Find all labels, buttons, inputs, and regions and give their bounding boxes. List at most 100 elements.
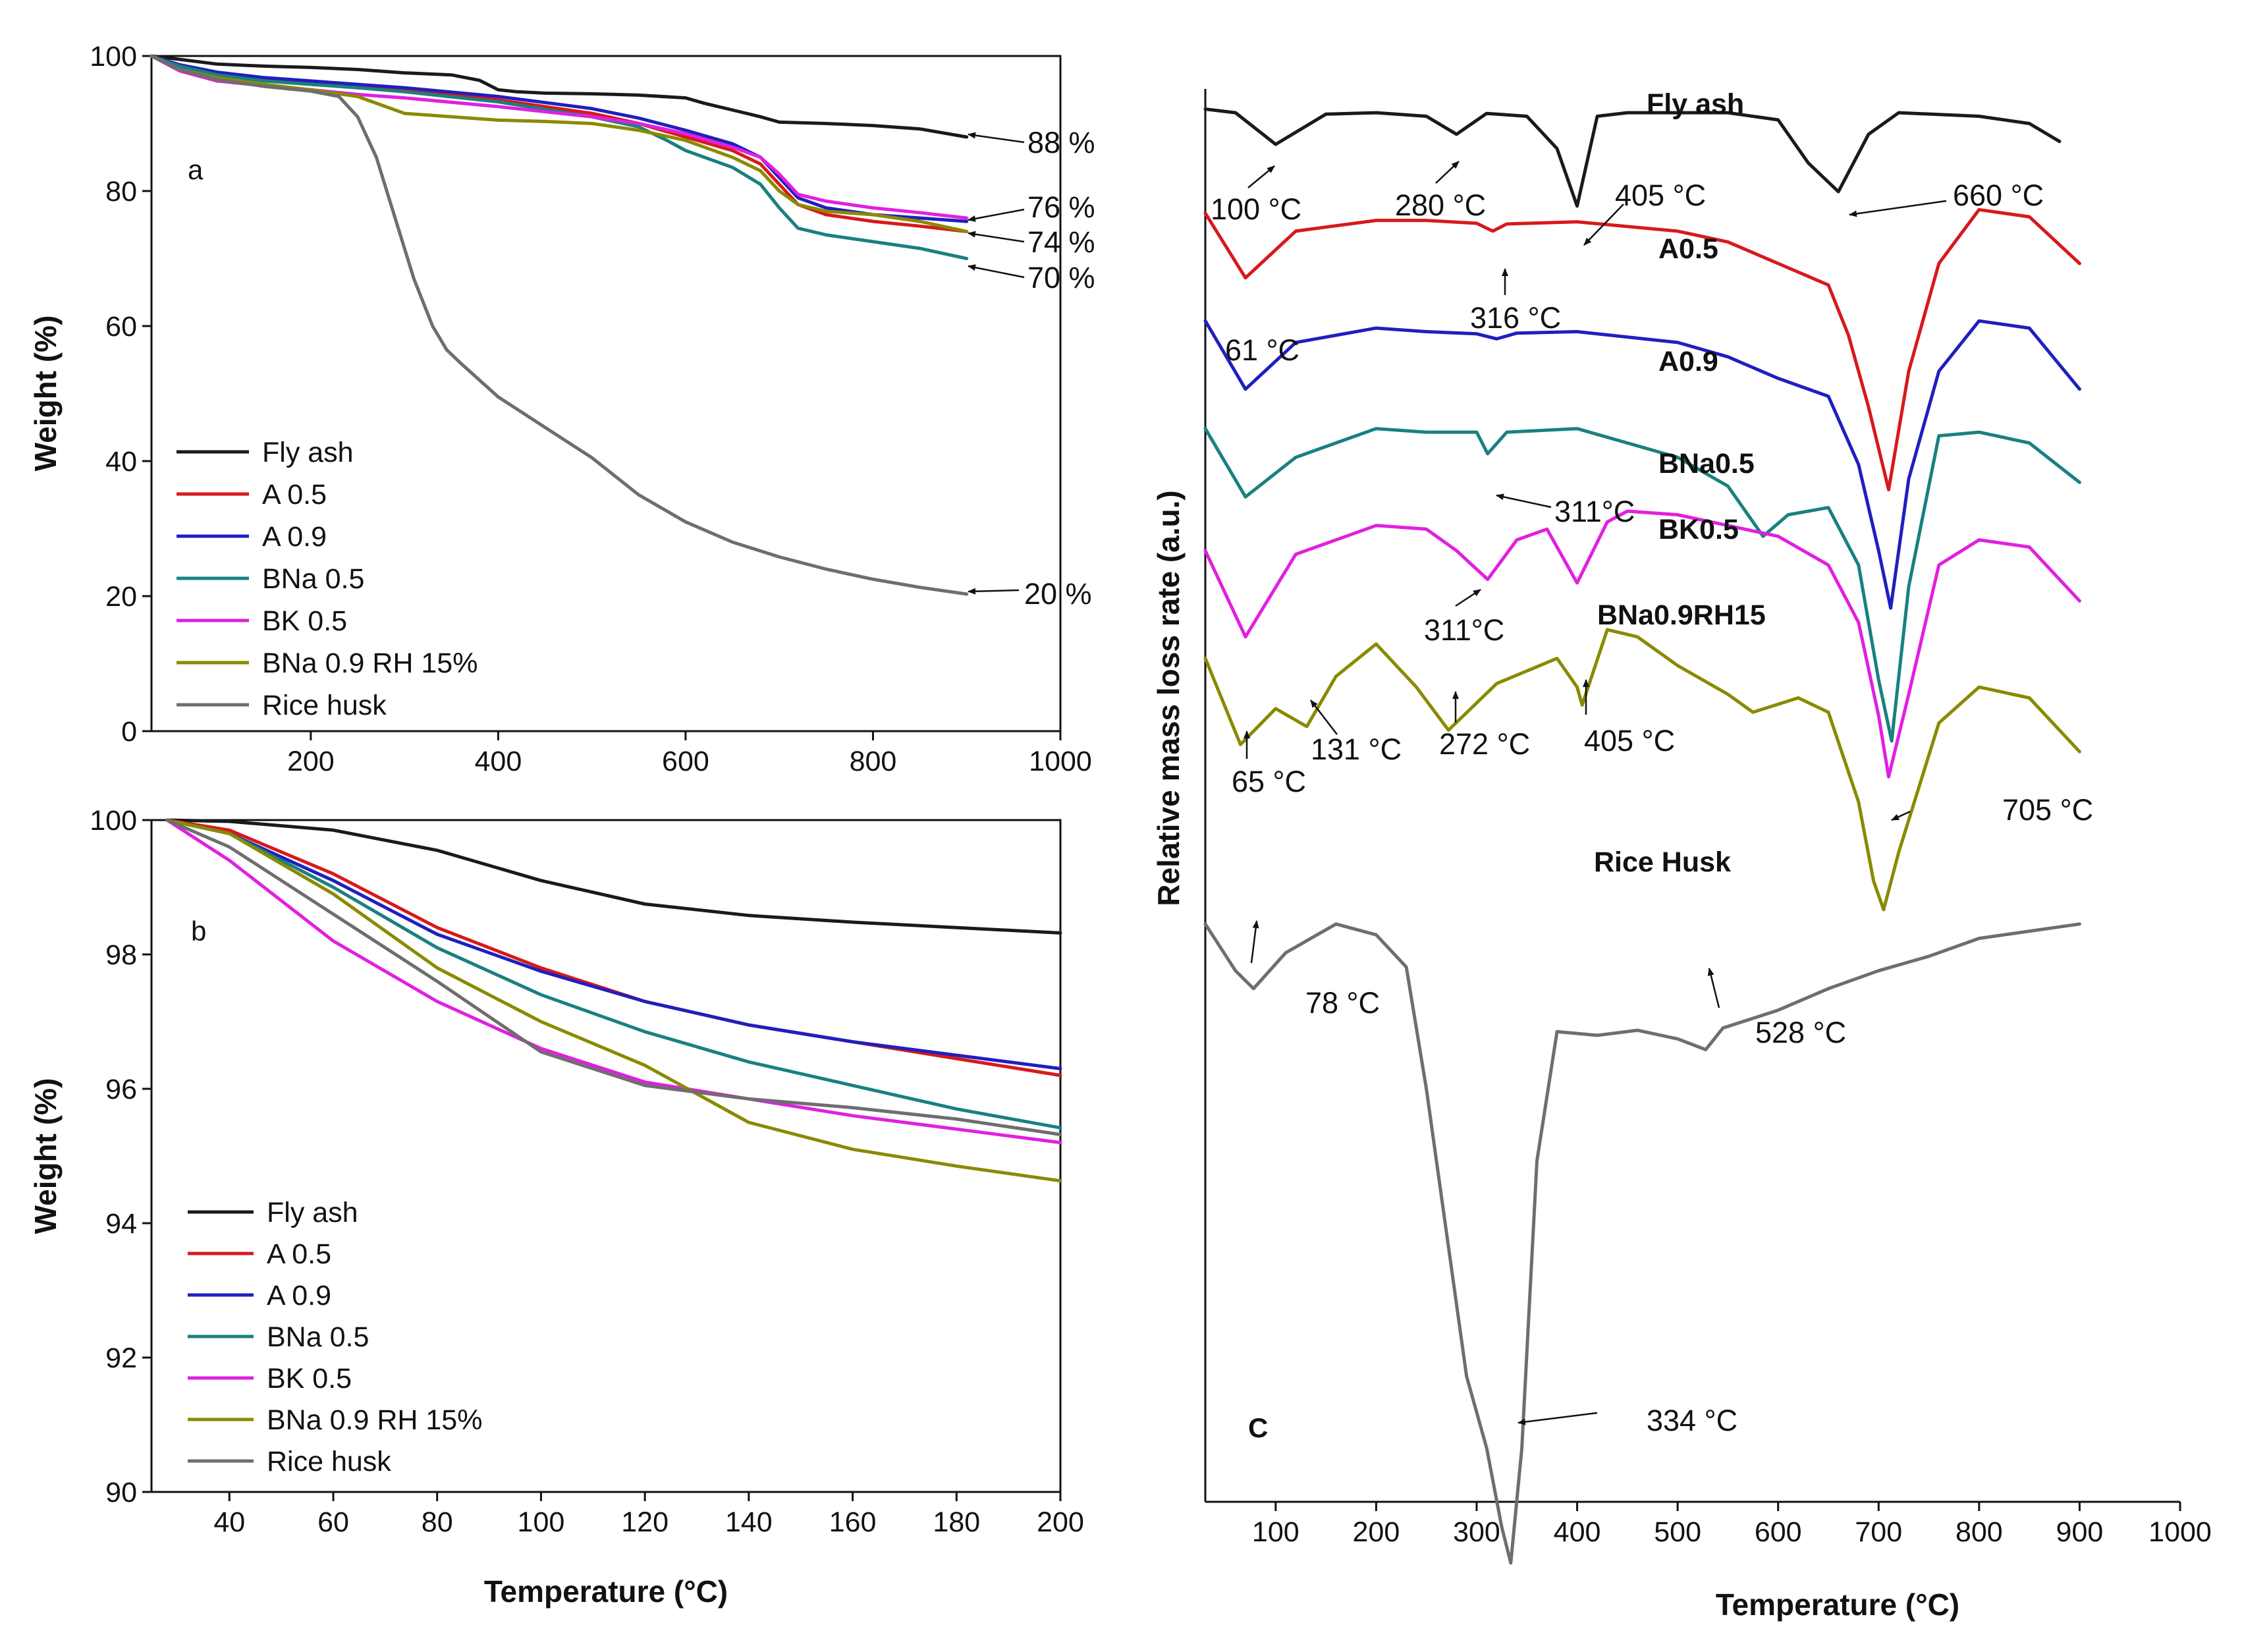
curve-label-a09: A0.9 (1658, 346, 1718, 377)
annotation-311c-bk05: 311°C (1424, 613, 1504, 647)
annotation-arrow (968, 588, 1020, 595)
panel-a-series (150, 54, 969, 596)
annotation-arrow (968, 264, 1025, 279)
panel-a-ytick-label: 80 (105, 176, 137, 207)
panel-c-xtick-label: 300 (1453, 1516, 1500, 1548)
panel-c-ylabel: Relative mass loss rate (a.u.) (1151, 490, 1186, 906)
panel-b-ytick-label: 94 (105, 1208, 137, 1240)
annotation-arrow (1517, 1412, 1598, 1425)
legend-label-bna09rh15: BNa 0.9 RH 15% (262, 647, 478, 679)
panel-c-series-rice-husk (1203, 922, 2081, 1565)
annotation-316c: 316 °C (1470, 301, 1561, 335)
annotation-arrow (1707, 968, 1720, 1008)
panel-b-ytick-label: 90 (105, 1477, 137, 1508)
annotation-arrow (1496, 493, 1552, 509)
legend-label-fly-ash: Fly ash (262, 437, 354, 468)
panel-b-xtick-label: 200 (1037, 1506, 1084, 1538)
panel-a-series-rice-husk (150, 54, 969, 596)
legend-label-a05: A 0.5 (262, 479, 327, 510)
annotation-131c: 131 °C (1311, 732, 1402, 766)
panel-a-ytick-label: 40 (105, 446, 137, 478)
annotation-20: 20 % (1024, 577, 1092, 611)
panel-c-xtick-label: 700 (1855, 1516, 1902, 1548)
curve-label-bna09rh15: BNa0.9RH15 (1597, 599, 1766, 631)
curve-label-rice-husk: Rice Husk (1594, 846, 1731, 878)
annotation-arrow (1891, 810, 1911, 821)
panel-c-series (1203, 107, 2081, 1565)
annotation-74: 74 % (1027, 225, 1095, 259)
panel-b-series-bk-0-5 (165, 818, 1062, 1145)
panel-b-series-a-0-5 (165, 818, 1062, 1078)
panel-c-series-fly-ash (1203, 107, 2062, 208)
panel-c-xtick-label: 1000 (2148, 1516, 2212, 1548)
panel-b-label: b (191, 916, 206, 947)
annotation-61c: 61 °C (1225, 333, 1299, 367)
panel-c-series-a0-5 (1203, 207, 2081, 491)
panel-a-annotations: 88 % 76 % 74 % 70 % 20 % (968, 126, 1095, 611)
panel-a-xtick-label: 800 (850, 746, 897, 777)
annotation-arrow (968, 132, 1025, 144)
panel-b-ytick-label: 96 (105, 1074, 137, 1105)
curve-label-fly-ash: Fly ash (1647, 88, 1744, 120)
panel-c-xtick-label: 800 (1955, 1516, 2003, 1548)
annotation-272c: 272 °C (1439, 727, 1530, 761)
annotation-76: 76 % (1027, 190, 1095, 224)
curve-label-bna05: BNa0.5 (1658, 448, 1755, 480)
panel-b-ytick-label: 100 (90, 805, 137, 837)
panel-c-xtick-label: 500 (1654, 1516, 1701, 1548)
legend-label-fly-ash: Fly ash (267, 1197, 358, 1228)
panel-b: 40 60 80 100 120 140 160 180 200 90 92 94 96 98 100 We… (28, 805, 1084, 1609)
legend-label-rice-husk: Rice husk (267, 1446, 391, 1477)
panel-b-xtick-label: 60 (317, 1506, 349, 1538)
panel-b-xtick-label: 120 (621, 1506, 669, 1538)
annotation-78c: 78 °C (1305, 986, 1380, 1020)
panel-b-xtick-label: 180 (933, 1506, 980, 1538)
annotation-405c-rh: 405 °C (1584, 724, 1675, 757)
panel-c-series-a0-9 (1203, 319, 2081, 610)
panel-c-label: C (1248, 1412, 1268, 1443)
annotation-arrow (1247, 165, 1275, 188)
legend-label-bna05: BNa 0.5 (267, 1321, 369, 1353)
panel-b-series (165, 818, 1062, 1183)
panel-b-series-fly-ash (165, 818, 1062, 935)
panel-c-xtick-label: 900 (2056, 1516, 2104, 1548)
panel-c-series-bna0-5 (1203, 427, 2081, 743)
annotation-arrow (1849, 200, 1947, 217)
annotation-arrow (1310, 700, 1338, 735)
annotation-arrow (968, 231, 1025, 243)
panel-c-xtick-label: 400 (1554, 1516, 1601, 1548)
panel-a-label: a (188, 154, 204, 185)
annotation-arrow (1435, 161, 1460, 184)
panel-b-ticks: 40 60 80 100 120 140 160 180 200 90 92 94 96 98 100 (90, 805, 1084, 1538)
panel-b-xtick-label: 160 (829, 1506, 877, 1538)
panel-b-legend: Fly ash A 0.5 A 0.9 BNa 0.5 BK 0.5 BNa 0… (188, 1197, 482, 1477)
annotation-88: 88 % (1027, 126, 1095, 159)
panel-c-xtick-label: 200 (1353, 1516, 1400, 1548)
annotation-arrow (968, 208, 1025, 222)
panel-c-xtick-label: 600 (1755, 1516, 1802, 1548)
panel-a-ytick-label: 60 (105, 311, 137, 343)
panel-a-xtick-label: 1000 (1029, 746, 1092, 777)
annotation-334c: 334 °C (1647, 1404, 1737, 1437)
panel-a-ytick-label: 100 (90, 41, 137, 72)
panel-a-legend: Fly ash A 0.5 A 0.9 BNa 0.5 BK 0.5 BNa 0… (177, 437, 478, 721)
panel-a-xtick-label: 200 (287, 746, 335, 777)
annotation-arrow (1455, 588, 1481, 607)
curve-label-bk05: BK0.5 (1658, 514, 1739, 545)
annotation-65c: 65 °C (1232, 765, 1306, 798)
panel-b-series-bna-0-9-rh-15 (165, 818, 1062, 1183)
annotation-405c: 405 °C (1615, 179, 1706, 212)
panel-a-xtick-label: 600 (662, 746, 709, 777)
annotation-528c: 528 °C (1755, 1016, 1846, 1049)
panel-b-series-rice-husk (165, 818, 1062, 1136)
annotation-280c: 280 °C (1395, 188, 1486, 222)
panel-b-xlabel: Temperature (°C) (484, 1574, 728, 1609)
panel-b-series-bna-0-5 (165, 818, 1062, 1130)
panel-b-xtick-label: 100 (518, 1506, 565, 1538)
panel-a-ticks: 200 400 600 800 1000 0 20 40 60 80 100 (90, 41, 1092, 777)
panel-c-xlabel: Temperature (°C) (1716, 1587, 1959, 1622)
panel-c-series-bk0-5 (1203, 509, 2081, 779)
panel-c-ticks: 100 200 300 400 500 600 700 800 900 1000 (1252, 1502, 2212, 1548)
